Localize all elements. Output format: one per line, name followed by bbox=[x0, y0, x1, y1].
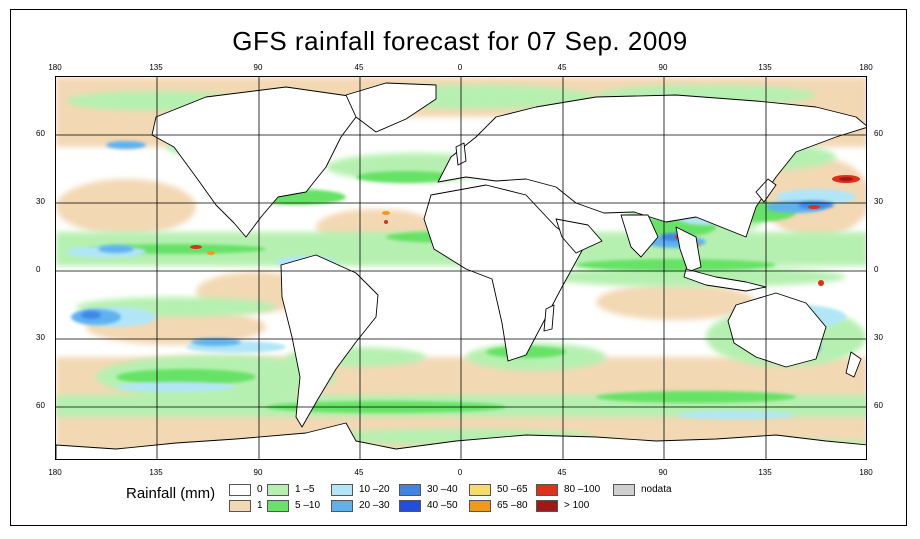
southeast-asia bbox=[675, 226, 702, 273]
legend-label: 10 –20 bbox=[359, 484, 390, 495]
legend-swatch bbox=[229, 500, 251, 512]
rainfall-map-canvas bbox=[56, 77, 866, 459]
legend-label: 1 bbox=[257, 500, 263, 511]
legend-title: Rainfall (mm) bbox=[126, 485, 216, 502]
lat-tick-right: 30 bbox=[874, 197, 883, 206]
legend-label: 30 –40 bbox=[427, 484, 458, 495]
legend-swatch bbox=[331, 484, 353, 496]
lon-tick-bottom: 90 bbox=[658, 468, 668, 477]
africa bbox=[423, 184, 585, 362]
legend-swatch bbox=[469, 484, 491, 496]
legend-swatch bbox=[536, 484, 558, 496]
lon-tick-top: 135 bbox=[149, 63, 163, 72]
lon-tick-top: 90 bbox=[658, 63, 668, 72]
new-zealand bbox=[845, 351, 862, 378]
legend-label: nodata bbox=[641, 484, 672, 495]
indonesia bbox=[683, 268, 767, 292]
legend-swatch bbox=[399, 484, 421, 496]
lat-tick-left: 30 bbox=[36, 197, 45, 206]
lat-tick-left: 60 bbox=[36, 401, 45, 410]
figure-frame bbox=[10, 9, 907, 526]
map-title: GFS rainfall forecast for 07 Sep. 2009 bbox=[232, 26, 688, 56]
legend-label: 1 –5 bbox=[295, 484, 315, 495]
lat-tick-left: 0 bbox=[36, 265, 41, 274]
legend-label: 0 bbox=[257, 484, 263, 495]
legend-label: 50 –65 bbox=[497, 484, 528, 495]
lon-tick-top: 0 bbox=[457, 63, 463, 72]
legend-label: 20 –30 bbox=[359, 500, 390, 511]
coastlines bbox=[56, 82, 866, 459]
lon-tick-bottom: 90 bbox=[253, 468, 263, 477]
lat-tick-right: 0 bbox=[874, 265, 879, 274]
legend-label: 80 –100 bbox=[564, 484, 601, 495]
lon-tick-top: 135 bbox=[758, 63, 772, 72]
north-america bbox=[151, 86, 357, 238]
india bbox=[620, 214, 659, 258]
lon-tick-bottom: 135 bbox=[149, 468, 163, 477]
legend-swatch bbox=[399, 500, 421, 512]
lat-tick-left: 60 bbox=[36, 129, 45, 138]
lat-tick-right: 60 bbox=[874, 129, 883, 138]
lon-tick-top: 90 bbox=[253, 63, 263, 72]
legend-swatch bbox=[331, 500, 353, 512]
legend-swatch bbox=[267, 484, 289, 496]
lon-tick-bottom: 180 bbox=[48, 468, 62, 477]
legend-swatch bbox=[536, 500, 558, 512]
greenland bbox=[345, 82, 437, 133]
lon-tick-top: 45 bbox=[557, 63, 567, 72]
lat-tick-left: 30 bbox=[36, 333, 45, 342]
legend-swatch bbox=[229, 484, 251, 496]
rainfall-map bbox=[55, 76, 867, 460]
lon-tick-bottom: 135 bbox=[758, 468, 772, 477]
australia bbox=[727, 292, 827, 368]
legend-label: > 100 bbox=[564, 500, 590, 511]
lon-tick-bottom: 180 bbox=[859, 468, 873, 477]
lon-tick-bottom: 45 bbox=[354, 468, 364, 477]
legend-label: 65 –80 bbox=[497, 500, 528, 511]
legend-swatch bbox=[469, 500, 491, 512]
graticule bbox=[56, 77, 866, 459]
lon-tick-bottom: 0 bbox=[457, 468, 463, 477]
lon-tick-top: 180 bbox=[48, 63, 62, 72]
legend-label: 5 –10 bbox=[295, 500, 321, 511]
legend-swatch bbox=[613, 484, 635, 496]
lon-tick-top: 180 bbox=[859, 63, 873, 72]
madagascar bbox=[543, 304, 555, 332]
lat-tick-right: 60 bbox=[874, 401, 883, 410]
legend-label: 40 –50 bbox=[427, 500, 458, 511]
lon-tick-bottom: 45 bbox=[557, 468, 567, 477]
arabia bbox=[555, 218, 603, 254]
lon-tick-top: 45 bbox=[354, 63, 364, 72]
legend-swatch bbox=[267, 500, 289, 512]
lat-tick-right: 30 bbox=[874, 333, 883, 342]
